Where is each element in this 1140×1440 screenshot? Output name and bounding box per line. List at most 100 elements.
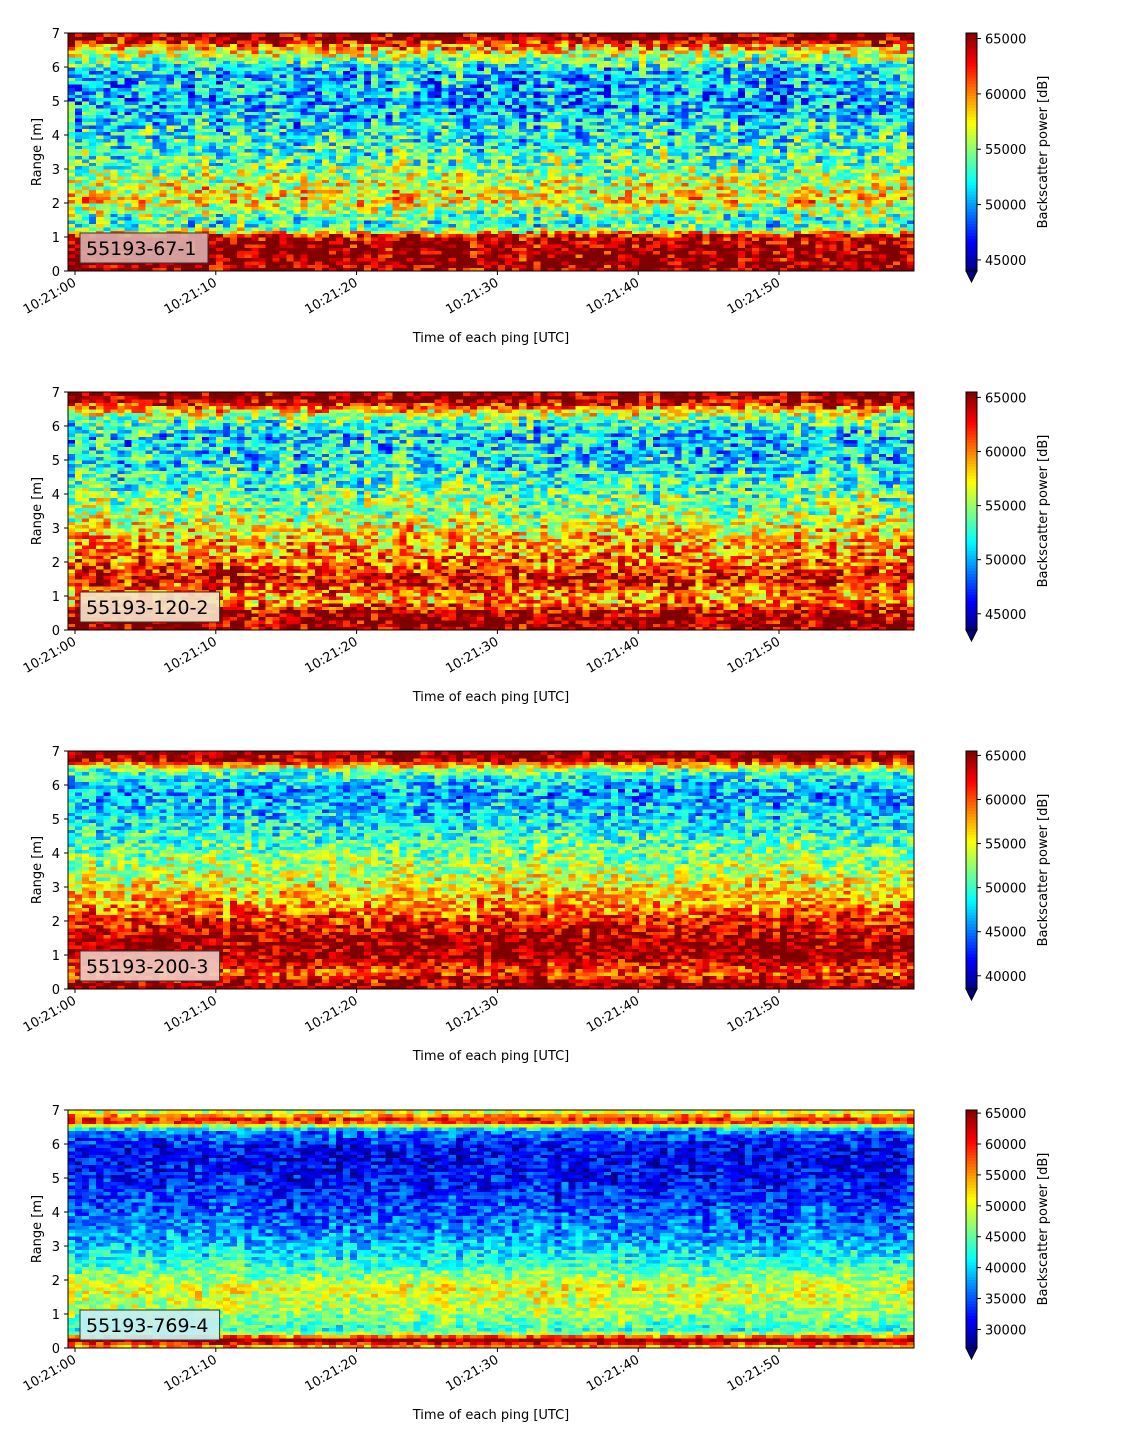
heatmap-cell xyxy=(68,209,76,214)
heatmap-cell xyxy=(378,220,386,224)
heatmap-cell xyxy=(209,172,217,177)
heatmap-cell xyxy=(237,233,245,238)
heatmap-cell xyxy=(533,216,541,221)
heatmap-cell xyxy=(272,87,281,92)
heatmap-cell xyxy=(385,237,393,241)
heatmap-cell xyxy=(89,172,97,177)
heatmap-cell xyxy=(201,192,210,197)
heatmap-cell xyxy=(103,141,111,146)
heatmap-cell xyxy=(173,121,182,126)
heatmap-cell xyxy=(145,220,154,224)
heatmap-cell xyxy=(357,216,365,221)
heatmap-cell xyxy=(342,138,351,143)
heatmap-cell xyxy=(448,226,457,231)
heatmap-cell xyxy=(173,264,182,269)
heatmap-cell xyxy=(244,267,252,272)
heatmap-cell xyxy=(286,203,295,207)
heatmap-cell xyxy=(258,155,266,160)
heatmap-cell xyxy=(561,233,570,238)
heatmap-cell xyxy=(145,124,154,129)
heatmap-cell xyxy=(568,226,577,231)
heatmap-cell xyxy=(526,226,534,231)
heatmap-cell xyxy=(293,240,302,245)
heatmap-cell xyxy=(96,94,104,99)
heatmap-cell xyxy=(159,230,168,235)
heatmap-cell xyxy=(201,155,210,160)
heatmap-cell xyxy=(209,267,217,272)
heatmap-cell xyxy=(293,203,302,207)
heatmap-cell xyxy=(201,152,210,156)
heatmap-cell xyxy=(201,33,210,37)
heatmap-cell xyxy=(476,158,485,163)
heatmap-cell xyxy=(392,216,400,221)
heatmap-cell xyxy=(201,230,210,235)
heatmap-cell xyxy=(251,73,259,78)
heatmap-cell xyxy=(314,203,323,207)
heatmap-cell xyxy=(131,169,140,173)
heatmap-cell xyxy=(300,141,309,146)
heatmap-cell xyxy=(103,67,111,71)
heatmap-cell xyxy=(272,169,281,173)
heatmap-cell xyxy=(399,182,407,187)
heatmap-cell xyxy=(82,87,90,92)
heatmap-cell xyxy=(300,243,309,248)
heatmap-cell xyxy=(152,209,161,214)
heatmap-cell xyxy=(68,203,76,207)
heatmap-cell xyxy=(75,138,83,143)
heatmap-cell xyxy=(180,135,189,139)
heatmap-cell xyxy=(145,189,154,194)
heatmap-cell xyxy=(173,165,182,170)
heatmap-cell xyxy=(293,165,302,170)
heatmap-cell xyxy=(448,209,457,214)
heatmap-cell xyxy=(244,182,252,187)
heatmap-cell xyxy=(209,36,217,41)
heatmap-cell xyxy=(173,141,182,146)
heatmap-cell xyxy=(561,250,570,255)
heatmap-cell xyxy=(68,192,76,197)
heatmap-cell xyxy=(209,206,217,211)
heatmap-cell xyxy=(335,141,344,146)
heatmap-cell xyxy=(300,257,309,262)
heatmap-cell xyxy=(237,213,245,218)
heatmap-cell xyxy=(209,254,217,258)
heatmap-cell xyxy=(75,73,83,78)
heatmap-cell xyxy=(173,152,182,156)
heatmap-cell xyxy=(321,67,330,71)
heatmap-cell xyxy=(364,213,372,218)
heatmap-cell xyxy=(399,39,407,44)
heatmap-cell xyxy=(392,70,400,75)
heatmap-cell xyxy=(392,213,400,218)
heatmap-cell xyxy=(385,77,393,82)
heatmap-cell xyxy=(180,141,189,146)
heatmap-cell xyxy=(138,179,147,184)
heatmap-cell xyxy=(357,39,365,44)
heatmap-cell xyxy=(357,73,365,78)
heatmap-cell xyxy=(378,243,386,248)
heatmap-cell xyxy=(300,199,309,204)
heatmap-cell xyxy=(131,172,140,177)
heatmap-cell xyxy=(357,165,365,170)
heatmap-cell xyxy=(314,50,323,54)
heatmap-cell xyxy=(491,250,499,255)
heatmap-cell xyxy=(293,257,302,262)
heatmap-cell xyxy=(187,223,196,228)
heatmap-cell xyxy=(187,128,196,133)
heatmap-cell xyxy=(462,141,471,146)
heatmap-cell xyxy=(350,267,358,272)
heatmap-cell xyxy=(279,175,288,180)
heatmap-cell xyxy=(201,169,210,173)
heatmap-cell xyxy=(166,33,175,37)
heatmap-cell xyxy=(194,114,203,119)
heatmap-cell xyxy=(258,233,266,238)
heatmap-cell xyxy=(138,267,147,272)
heatmap-cell xyxy=(103,165,111,170)
heatmap-cell xyxy=(293,94,302,99)
heatmap-cell xyxy=(293,118,302,122)
heatmap-cell xyxy=(209,257,217,262)
heatmap-cell xyxy=(364,94,372,99)
heatmap-cell xyxy=(216,220,224,224)
heatmap-cell xyxy=(399,206,407,211)
heatmap-cell xyxy=(75,33,83,37)
heatmap-cell xyxy=(244,189,252,194)
heatmap-cell xyxy=(230,267,238,272)
